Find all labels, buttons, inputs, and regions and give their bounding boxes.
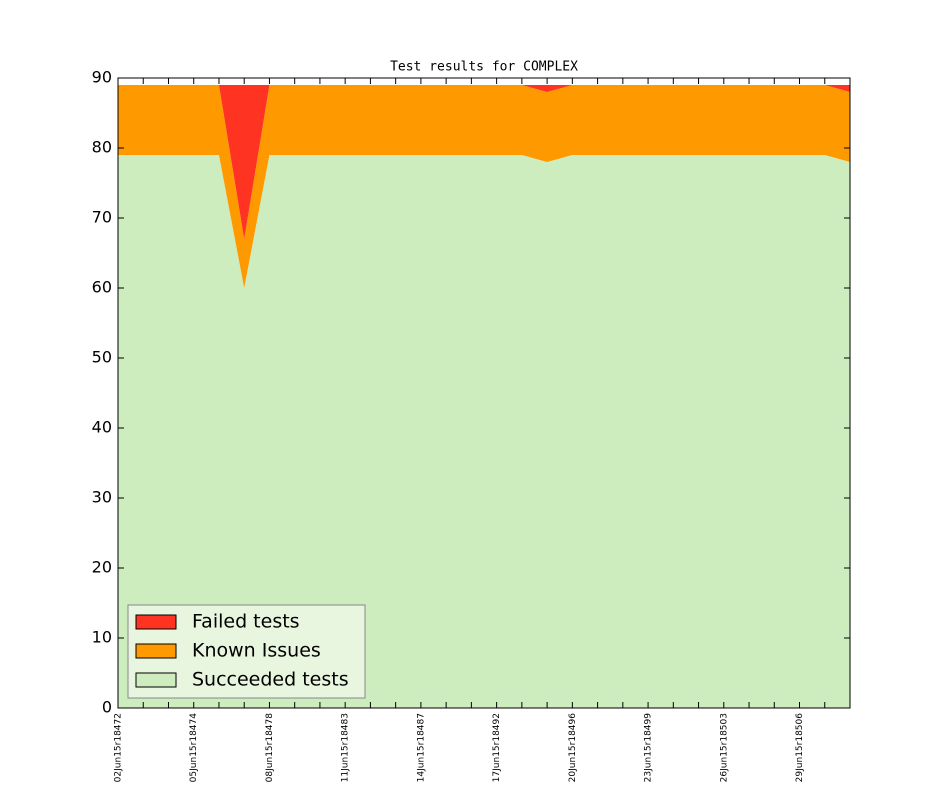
legend-label: Failed tests bbox=[192, 611, 300, 633]
y-tick-label: 60 bbox=[92, 278, 112, 297]
legend-label: Succeeded tests bbox=[192, 669, 349, 691]
x-tick-label: 05Jun15r18474 bbox=[189, 713, 199, 783]
x-tick-label: 02Jun15r18472 bbox=[114, 713, 124, 782]
y-tick-label: 50 bbox=[92, 348, 112, 367]
legend: Failed tests Known Issues Succeeded tests bbox=[127, 604, 366, 699]
y-tick-label: 10 bbox=[92, 628, 112, 647]
x-tick-label: 29Jun15r18506 bbox=[795, 713, 805, 783]
y-tick-label: 80 bbox=[92, 138, 112, 157]
legend-swatch bbox=[135, 614, 177, 630]
x-tick-label: 14Jun15r18487 bbox=[416, 713, 426, 782]
y-tick-label: 70 bbox=[92, 208, 112, 227]
y-tick-label: 20 bbox=[92, 558, 112, 577]
x-tick-label: 26Jun15r18503 bbox=[719, 713, 729, 782]
legend-label: Known Issues bbox=[192, 640, 321, 662]
axes-frame bbox=[117, 77, 851, 709]
x-tick-label: 08Jun15r18478 bbox=[265, 713, 275, 783]
x-tick-label: 20Jun15r18496 bbox=[568, 713, 578, 783]
y-tick-label: 30 bbox=[92, 488, 112, 507]
chart-title: Test results for COMPLEX bbox=[390, 60, 578, 75]
x-tick-label: 23Jun15r18499 bbox=[644, 713, 654, 783]
legend-swatch bbox=[135, 643, 177, 659]
y-tick-label: 90 bbox=[92, 68, 112, 87]
y-tick-label: 40 bbox=[92, 418, 112, 437]
legend-swatch bbox=[135, 672, 177, 688]
x-tick-label: 17Jun15r18492 bbox=[492, 713, 502, 782]
y-tick-label: 0 bbox=[102, 698, 112, 717]
area bbox=[118, 155, 850, 708]
x-tick-label: 11Jun15r18483 bbox=[341, 713, 351, 782]
area bbox=[118, 85, 850, 288]
